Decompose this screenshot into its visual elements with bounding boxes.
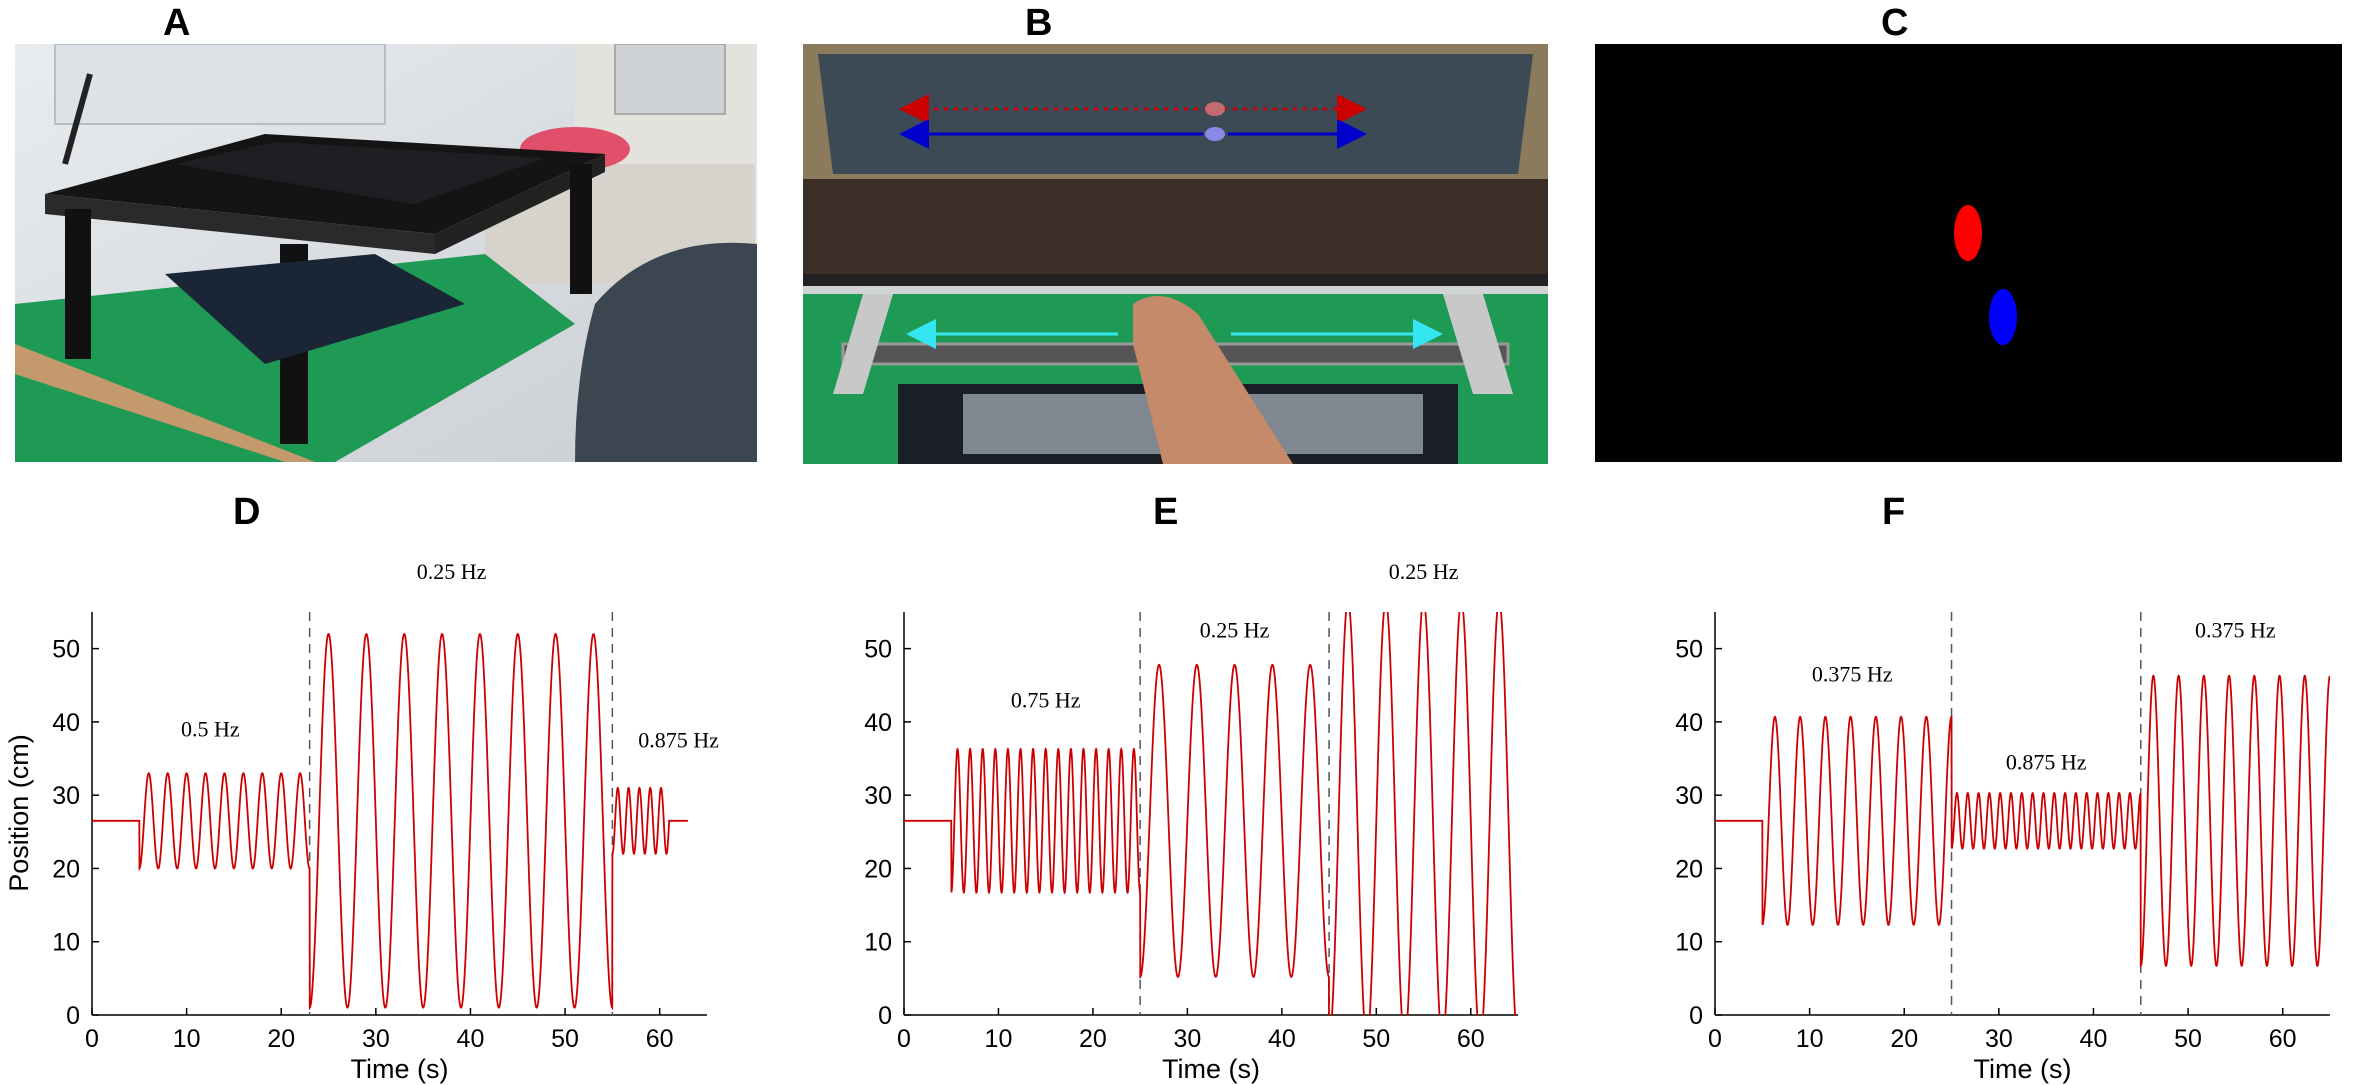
x-tick-label: 50	[2174, 1025, 2202, 1053]
y-tick-label: 40	[1675, 709, 1703, 737]
x-tick-label: 60	[646, 1025, 674, 1053]
x-tick-label: 50	[551, 1025, 579, 1053]
photo-screen-targets	[1595, 44, 2342, 462]
y-axis-title: Position (cm)	[4, 734, 34, 892]
y-tick-label: 10	[52, 929, 80, 957]
y-tick-label: 20	[52, 855, 80, 883]
position-trace	[92, 632, 688, 1011]
y-tick-label: 20	[1675, 855, 1703, 883]
x-tick-label: 40	[1268, 1025, 1296, 1053]
y-tick-label: 10	[864, 929, 892, 957]
x-tick-label: 20	[1079, 1025, 1107, 1053]
x-tick-label: 50	[1362, 1025, 1390, 1053]
position-trace	[1715, 674, 2330, 968]
x-tick-label: 30	[1985, 1025, 2013, 1053]
frequency-label: 0.25 Hz	[1200, 618, 1270, 643]
panel-letter-b: B	[1025, 2, 1053, 44]
frequency-label: 0.375 Hz	[2195, 618, 2276, 643]
photo-apparatus-drawing	[15, 44, 757, 462]
x-tick-label: 0	[1708, 1025, 1722, 1053]
x-tick-label: 60	[1457, 1025, 1485, 1053]
frequency-label: 0.25 Hz	[1389, 559, 1459, 584]
y-tick-label: 50	[1675, 636, 1703, 664]
x-tick-label: 10	[1796, 1025, 1824, 1053]
frequency-label: 0.5 Hz	[181, 717, 240, 742]
x-tick-label: 0	[897, 1025, 911, 1053]
panel-letter-a: A	[163, 2, 191, 44]
x-axis-title: Time (s)	[1162, 1054, 1260, 1084]
x-axis-title: Time (s)	[1974, 1054, 2072, 1084]
x-tick-label: 40	[2080, 1025, 2108, 1053]
photo-apparatus	[15, 44, 757, 462]
y-tick-label: 0	[66, 1002, 80, 1030]
x-tick-label: 30	[1173, 1025, 1201, 1053]
y-tick-label: 40	[52, 709, 80, 737]
y-tick-label: 40	[864, 709, 892, 737]
position-trace	[904, 612, 1516, 1015]
x-tick-label: 40	[457, 1025, 485, 1053]
frequency-label: 0.75 Hz	[1011, 687, 1081, 712]
panel-letter-e: E	[1153, 491, 1179, 533]
frequency-label: 0.375 Hz	[1812, 662, 1893, 687]
y-tick-label: 50	[864, 636, 892, 664]
y-tick-label: 10	[1675, 929, 1703, 957]
panel-letter-c: C	[1881, 2, 1909, 44]
chart-f: 0 10 20 30 40 50 60 0 10 20 30 40 50 Time (s) 0.375 Hz…	[1675, 612, 2330, 1084]
panel-letter-d: D	[233, 491, 261, 533]
y-tick-label: 30	[52, 782, 80, 810]
y-tick-label: 0	[878, 1002, 892, 1030]
screen-targets-drawing	[1954, 205, 2017, 345]
x-tick-label: 20	[267, 1025, 295, 1053]
y-tick-label: 50	[52, 636, 80, 664]
panel-letter-f: F	[1882, 491, 1906, 533]
y-tick-label: 30	[1675, 782, 1703, 810]
x-axis-title: Time (s)	[351, 1054, 449, 1084]
photo-hand-task-drawing	[803, 44, 1548, 464]
blue-target	[1989, 289, 2017, 345]
red-target	[1954, 205, 1982, 261]
x-tick-label: 0	[85, 1025, 99, 1053]
x-tick-label: 60	[2269, 1025, 2297, 1053]
frequency-label: 0.875 Hz	[638, 728, 719, 753]
frequency-label: 0.875 Hz	[2006, 750, 2087, 775]
photo-hand-task	[803, 44, 1548, 464]
x-tick-label: 10	[985, 1025, 1013, 1053]
x-tick-label: 30	[362, 1025, 390, 1053]
y-tick-label: 30	[864, 782, 892, 810]
x-tick-label: 10	[173, 1025, 201, 1053]
frequency-label: 0.25 Hz	[417, 559, 487, 584]
y-tick-label: 0	[1689, 1002, 1703, 1030]
chart-e: 0 10 20 30 40 50 60 0 10 20 30 40 50 Time (s) 0.75 Hz 0…	[864, 559, 1518, 1084]
chart-d: 0 10 20 30 40 50 60 0 10 20 30 40 50 Time (s) Position…	[4, 559, 719, 1084]
y-tick-label: 20	[864, 855, 892, 883]
x-tick-label: 20	[1890, 1025, 1918, 1053]
